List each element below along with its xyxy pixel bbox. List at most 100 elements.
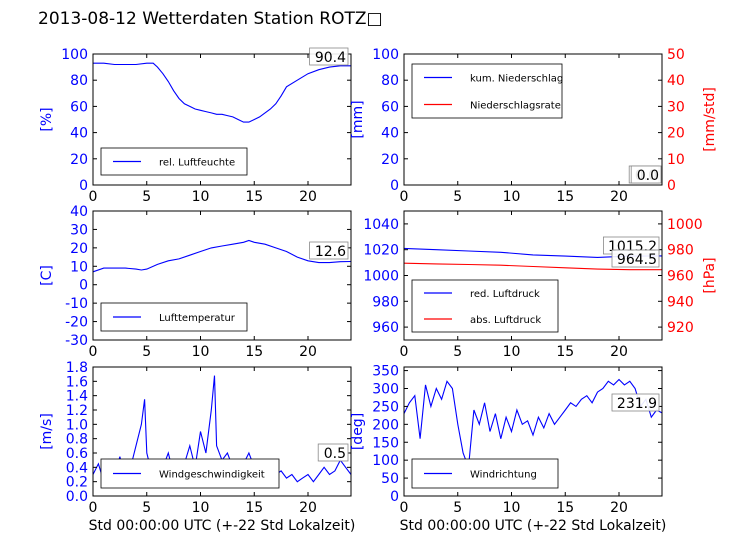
x-tick-label: 5 <box>142 344 151 360</box>
value-annotation-box <box>611 393 660 412</box>
y-right-tick-label: 40 <box>667 73 685 89</box>
value-annotation: 90.4 <box>315 50 346 66</box>
y-right-tick-label: 20 <box>667 126 685 142</box>
y-tick-label: 200 <box>372 417 399 433</box>
y-tick-label: 1.4 <box>66 389 88 405</box>
plot-frame <box>403 53 663 186</box>
value-annotation: 231.9 <box>617 396 657 412</box>
legend: rel. Luftfeuchte <box>100 147 248 176</box>
value-annotation: 0.0 <box>637 168 659 184</box>
y-tick-label: 60 <box>70 99 88 115</box>
x-tick-label: 5 <box>142 189 151 205</box>
x-tick-label: 10 <box>192 344 210 360</box>
y-tick-label: 100 <box>372 453 399 469</box>
y-tick-label: 40 <box>381 126 399 142</box>
y-right-tick-label: 920 <box>667 320 694 336</box>
x-tick-label: 15 <box>245 189 263 205</box>
x-tick-label: 20 <box>610 189 628 205</box>
y-tick-label: 20 <box>70 241 88 257</box>
y-tick-label: -30 <box>65 333 88 349</box>
y-axis-label: [deg] <box>350 413 366 450</box>
y-right-tick-label: 1000 <box>667 217 703 233</box>
y-tick-label: 1000 <box>363 269 399 285</box>
y-tick-label: 1.6 <box>66 374 88 390</box>
subplot-2: 0 5 10 15 20 0 20 40 60 80 100 0 10 20 30 40 50 [mm] [mm/s… <box>350 47 718 205</box>
plot-frame <box>92 210 352 341</box>
value-annotation: 0.5 <box>324 446 346 462</box>
plot-frame <box>92 366 352 497</box>
legend-label: Niederschlagsrate <box>470 101 561 112</box>
subplot-1: 0 5 10 15 20 0 20 40 60 80 100 [%] rel. Luftfeuchte 9… <box>39 47 352 205</box>
x-tick-label: 10 <box>503 344 521 360</box>
value-annotation-box <box>611 249 660 268</box>
y-tick-label: 1040 <box>363 217 399 233</box>
x-tick-label: 5 <box>453 344 462 360</box>
value-annotation-box <box>630 165 662 184</box>
y-tick-label: 1.8 <box>66 360 88 376</box>
y-tick-label: 100 <box>61 47 88 63</box>
y-axis-label: [C] <box>39 265 55 286</box>
legend: Lufttemperatur <box>100 302 248 332</box>
x-tick-label: 15 <box>245 344 263 360</box>
y-tick-label: 0.8 <box>66 432 88 448</box>
y-axis-label: [mm] <box>350 100 366 138</box>
y-axis-label: [m/s] <box>39 413 55 450</box>
y-tick-label: -10 <box>65 296 88 312</box>
y-tick-label: 20 <box>381 152 399 168</box>
y-tick-label: 350 <box>372 364 399 380</box>
y-tick-label: 0.4 <box>66 460 88 476</box>
chart-title: 2013-08-12 Wetterdaten Station ROTZ□ <box>38 9 383 29</box>
x-tick-label: 20 <box>610 344 628 360</box>
legend-label: kum. Niederschlag <box>470 74 563 85</box>
value-annotation-box <box>309 241 349 260</box>
y-tick-label: 80 <box>381 73 399 89</box>
y-tick-label: 980 <box>372 294 399 310</box>
y-tick-label: 100 <box>372 47 399 63</box>
series-line-3-1 <box>92 239 352 273</box>
y-tick-label: 1.2 <box>66 403 88 419</box>
value-annotation: 964.5 <box>617 252 657 268</box>
legend-label: Windgeschwindigkeit <box>159 470 265 481</box>
legend: Windrichtung <box>411 458 559 489</box>
x-tick-label: 10 <box>192 189 210 205</box>
y-tick-label: 0 <box>79 178 88 194</box>
legend-label: Windrichtung <box>470 470 537 481</box>
y-tick-label: 0 <box>390 489 399 505</box>
legend: kum. Niederschlag Niederschlagsrate <box>411 63 563 119</box>
x-tick-label: 10 <box>503 500 521 516</box>
x-tick-label: 5 <box>453 500 462 516</box>
y-axis-label: [%] <box>39 107 55 131</box>
y-right-tick-label: 0 <box>667 178 676 194</box>
y-right-tick-label: 10 <box>667 152 685 168</box>
x-tick-label: 15 <box>556 500 574 516</box>
y-right-tick-label: 30 <box>667 99 685 115</box>
y-tick-label: 250 <box>372 399 399 415</box>
y-tick-label: 60 <box>381 99 399 115</box>
value-annotation-box <box>309 47 349 66</box>
x-tick-label: 15 <box>556 189 574 205</box>
x-tick-label: 10 <box>192 500 210 516</box>
y-tick-label: 80 <box>70 73 88 89</box>
x-tick-label: 15 <box>245 500 263 516</box>
x-tick-label: 0 <box>400 189 409 205</box>
subplot-5: 0 5 10 15 20 0.00.20.40.60.81.01.21.41.61.8 [m… <box>39 360 355 534</box>
x-tick-label: 15 <box>556 344 574 360</box>
y-tick-label: 300 <box>372 382 399 398</box>
x-tick-label: 20 <box>299 344 317 360</box>
legend-label: red. Luftdruck <box>470 289 540 300</box>
y-tick-label: 50 <box>381 471 399 487</box>
legend-box <box>411 279 559 333</box>
y-right-tick-label: 50 <box>667 47 685 63</box>
x-tick-label: 0 <box>89 189 98 205</box>
y-tick-label: 0.6 <box>66 446 88 462</box>
series-line-5-1 <box>92 375 352 484</box>
y-tick-label: 0 <box>390 178 399 194</box>
legend-label: rel. Luftfeuchte <box>159 158 235 169</box>
x-tick-label: 0 <box>89 500 98 516</box>
plot-frame <box>92 53 352 186</box>
series-line-4-2 <box>403 262 662 271</box>
y-tick-label: 30 <box>70 222 88 238</box>
plot-frame <box>403 366 663 497</box>
y-tick-label: 40 <box>70 126 88 142</box>
